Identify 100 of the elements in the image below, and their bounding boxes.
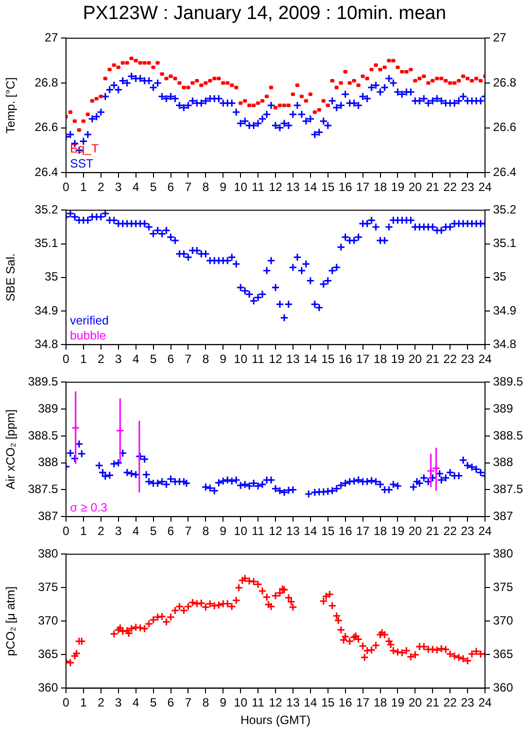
- x-tick-label: 0: [62, 524, 70, 538]
- y-tick-label: 27: [44, 30, 58, 45]
- x-tick-label: 16: [338, 180, 352, 194]
- y-tick-label: 370: [38, 614, 58, 628]
- x-tick-label: 21: [426, 180, 440, 194]
- x-tick-label: 14: [304, 696, 318, 710]
- x-tick-label: 17: [356, 180, 370, 194]
- x-tick-label: 6: [167, 352, 174, 366]
- x-tick-label: 12: [268, 696, 282, 710]
- series-label: SST: [70, 156, 94, 171]
- x-tick-label: 21: [426, 352, 440, 366]
- x-tick-label: 11: [252, 180, 265, 194]
- x-tick-label: 14: [304, 352, 318, 366]
- x-tick-label: 21: [426, 696, 440, 710]
- y2-tick-label: 380: [493, 546, 514, 561]
- y2-tick-label: 35: [493, 270, 507, 284]
- x-tick-label: 18: [374, 180, 388, 194]
- x-tick-label: 16: [338, 524, 352, 538]
- x-tick-label: 16: [338, 352, 352, 366]
- x-tick-label: 1: [80, 352, 88, 366]
- x-tick-label: 1: [80, 524, 88, 538]
- y-tick-label: 389.5: [28, 374, 58, 389]
- y-tick-label: 375: [38, 580, 58, 594]
- x-tick-label: 8: [202, 352, 210, 366]
- y2-tick-label: 35.2: [493, 202, 517, 217]
- x-tick-label: 0: [62, 696, 70, 710]
- x-tick-label: 19: [391, 524, 405, 538]
- x-tick-label: 1: [80, 180, 88, 194]
- y2-tick-label: 34.8: [493, 336, 517, 351]
- y-tick-label: 26.6: [34, 120, 58, 134]
- x-tick-label: 17: [356, 696, 370, 710]
- x-tick-label: 23: [460, 524, 475, 538]
- x-tick-label: 19: [391, 352, 405, 366]
- x-tick-label: 11: [252, 352, 265, 366]
- x-tick-label: 10: [234, 352, 248, 366]
- x-tick-label: 6: [167, 524, 174, 538]
- x-tick-label: 3: [115, 696, 122, 710]
- y2-tick-label: 388.5: [493, 428, 524, 442]
- x-tick-label: 24: [478, 696, 492, 710]
- x-tick-label: 21: [426, 524, 440, 538]
- x-tick-label: 17: [356, 352, 370, 366]
- y-tick-label: 26.8: [34, 75, 58, 90]
- x-tick-label: 2: [98, 524, 105, 538]
- x-tick-label: 23: [460, 180, 475, 194]
- x-tick-label: 7: [184, 696, 192, 710]
- y2-tick-label: 26.6: [493, 120, 517, 134]
- x-tick-label: 20: [408, 696, 422, 710]
- y-axis-title: SBE Sal.: [4, 253, 18, 302]
- x-tick-label: 24: [478, 524, 492, 538]
- x-tick-label: 2: [98, 696, 105, 710]
- x-tick-label: 17: [356, 524, 370, 538]
- x-tick-label: 14: [304, 524, 318, 538]
- x-tick-label: 5: [150, 524, 157, 538]
- x-tick-label: 6: [167, 180, 174, 194]
- x-tick-label: 2: [98, 352, 105, 366]
- x-tick-label: 20: [408, 524, 422, 538]
- y-tick-label: 380: [38, 546, 58, 561]
- x-tick-label: 23: [460, 352, 475, 366]
- x-tick-label: 5: [150, 696, 157, 710]
- x-tick-label: 3: [115, 524, 122, 538]
- x-tick-label: 5: [150, 352, 157, 366]
- y-tick-label: 360: [38, 680, 58, 695]
- x-tick-label: 12: [268, 524, 282, 538]
- x-tick-label: 14: [304, 180, 318, 194]
- x-tick-label: 15: [321, 524, 335, 538]
- y-tick-label: 389: [38, 401, 58, 416]
- y2-tick-label: 370: [493, 614, 514, 628]
- y-tick-label: 365: [38, 647, 58, 662]
- x-tick-label: 22: [443, 352, 458, 366]
- y-axis-title: Air xCO₂ [ppm]: [4, 409, 18, 490]
- x-tick-label: 5: [150, 180, 157, 194]
- x-tick-label: 8: [202, 696, 210, 710]
- y2-tick-label: 365: [493, 647, 514, 662]
- y-tick-label: 35.1: [34, 236, 58, 250]
- x-tick-label: 15: [321, 696, 335, 710]
- x-tick-label: 8: [202, 524, 210, 538]
- text: verified: [70, 314, 109, 328]
- x-tick-label: 4: [132, 180, 140, 194]
- y2-tick-label: 26.8: [493, 75, 517, 90]
- x-tick-label: 8: [202, 180, 210, 194]
- legend-label: bubble: [70, 328, 106, 343]
- x-tick-label: 10: [234, 524, 248, 538]
- x-tick-label: 6: [167, 696, 174, 710]
- y-tick-label: 387.5: [28, 482, 58, 496]
- y-tick-label: 34.9: [34, 303, 58, 318]
- x-tick-label: 24: [478, 352, 492, 366]
- x-tick-label: 22: [443, 696, 458, 710]
- x-tick-label: 13: [286, 180, 300, 194]
- x-tick-label: 7: [184, 180, 192, 194]
- x-tick-label: 13: [286, 352, 300, 366]
- x-tick-label: 16: [338, 696, 352, 710]
- x-tick-label: 11: [252, 524, 265, 538]
- x-tick-label: 13: [286, 524, 300, 538]
- x-tick-label: 3: [115, 180, 122, 194]
- y2-tick-label: 360: [493, 680, 514, 695]
- x-tick-label: 9: [220, 180, 227, 194]
- x-tick-label: 24: [478, 180, 492, 194]
- y2-tick-label: 389.5: [493, 374, 524, 389]
- y-tick-label: 35.2: [34, 202, 58, 217]
- x-tick-label: 13: [286, 696, 300, 710]
